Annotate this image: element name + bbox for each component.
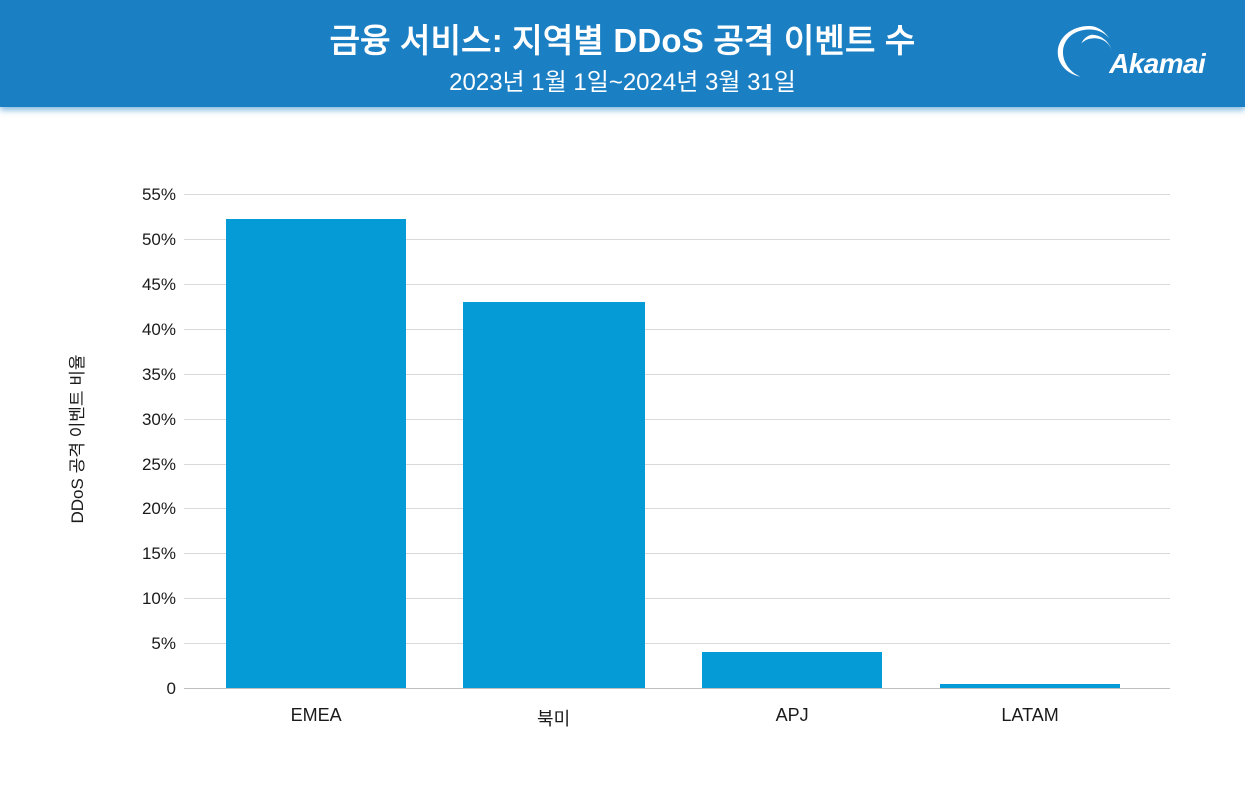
svg-text:Akamai: Akamai	[1108, 48, 1206, 79]
